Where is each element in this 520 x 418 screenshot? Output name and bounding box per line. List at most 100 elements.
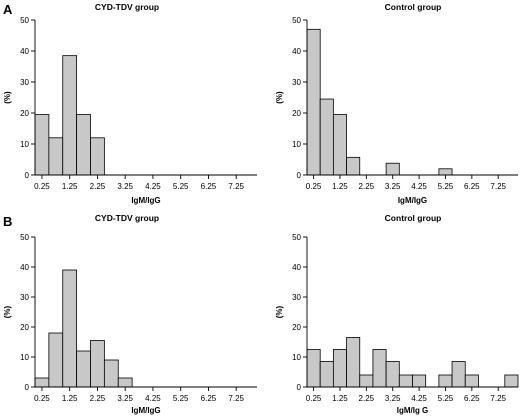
chart-2-x-tick-label: 0.25 bbox=[306, 182, 322, 191]
chart-4-x-tick-label: 3.25 bbox=[385, 394, 401, 403]
chart-4-bar bbox=[504, 374, 519, 388]
chart-4-bar bbox=[451, 361, 466, 388]
chart-4-y-tick-label: 0 bbox=[297, 383, 302, 392]
chart-1-y-tick-label: 40 bbox=[20, 47, 29, 56]
chart-4-title: Control group bbox=[385, 213, 442, 223]
panel-letter-b: B bbox=[3, 214, 12, 229]
chart-2-y-axis-label: (%) bbox=[275, 91, 284, 104]
chart-1-bar bbox=[48, 137, 64, 176]
chart-4-x-tick-label: 0.25 bbox=[306, 394, 322, 403]
chart-3-x-tick-label: 5.25 bbox=[173, 394, 189, 403]
chart-4-bar bbox=[385, 361, 400, 388]
chart-2-y-tick-label: 40 bbox=[292, 47, 301, 56]
chart-4-y-tick-label: 40 bbox=[292, 263, 301, 272]
chart-4-x-tick-label: 2.25 bbox=[359, 394, 375, 403]
chart-2-x-tick-label: 2.25 bbox=[359, 182, 375, 191]
chart-4-bar bbox=[464, 374, 479, 388]
chart-2-y-tick-label: 30 bbox=[292, 78, 301, 87]
chart-2-x-tick-label: 3.25 bbox=[385, 182, 401, 191]
chart-1-x-tick-label: 5.25 bbox=[173, 182, 189, 191]
chart-1-bar bbox=[90, 137, 105, 176]
chart-4-bar bbox=[412, 374, 427, 388]
chart-4-bar bbox=[359, 374, 374, 388]
chart-3-y-tick-label: 30 bbox=[20, 293, 29, 302]
panel-letter-a: A bbox=[3, 2, 13, 17]
chart-4-x-tick-label: 6.25 bbox=[464, 394, 480, 403]
chart-1-bar bbox=[62, 55, 78, 176]
chart-3-x-tick-label: 3.25 bbox=[117, 394, 133, 403]
chart-3-y-tick-label: 0 bbox=[25, 383, 30, 392]
chart-2-y-tick-label: 20 bbox=[292, 109, 301, 118]
chart-1-x-tick-label: 7.25 bbox=[228, 182, 244, 191]
chart-3-x-axis-label: IgM/IgG bbox=[131, 406, 160, 415]
chart-1-x-tick-label: 0.25 bbox=[34, 182, 50, 191]
chart-3-x-tick-label: 0.25 bbox=[34, 394, 50, 403]
chart-1-y-tick-label: 20 bbox=[20, 109, 29, 118]
chart-2-bar bbox=[346, 156, 361, 176]
chart-4-y-tick-label: 20 bbox=[292, 323, 301, 332]
chart-3-x-tick-label: 2.25 bbox=[90, 394, 106, 403]
chart-4-y-tick-label: 50 bbox=[292, 233, 301, 242]
chart-1-y-tick-label: 50 bbox=[20, 16, 29, 25]
chart-1-y-tick-label: 10 bbox=[20, 140, 29, 149]
chart-4-bar bbox=[372, 349, 387, 388]
chart-2-bar bbox=[332, 114, 347, 176]
chart-3-y-tick-label: 20 bbox=[20, 323, 29, 332]
chart-1-x-tick-label: 6.25 bbox=[201, 182, 217, 191]
chart-3-bar bbox=[103, 359, 119, 388]
chart-3-bar bbox=[62, 269, 78, 388]
chart-3-bar bbox=[76, 350, 91, 388]
chart-2-bar bbox=[438, 168, 453, 176]
chart-3-bar bbox=[34, 377, 50, 388]
chart-4-y-axis-label: (%) bbox=[275, 305, 284, 318]
chart-4-bar bbox=[438, 374, 453, 388]
chart-3-bar bbox=[90, 340, 105, 388]
chart-4-x-tick-label: 7.25 bbox=[490, 394, 506, 403]
chart-1-y-tick-label: 30 bbox=[20, 78, 29, 87]
chart-1-x-tick-label: 3.25 bbox=[117, 182, 133, 191]
chart-1-y-axis-label: (%) bbox=[3, 91, 12, 104]
chart-3-y-tick-label: 40 bbox=[20, 263, 29, 272]
chart-1-bar bbox=[34, 114, 50, 176]
chart-4-bar bbox=[398, 374, 413, 388]
chart-3-y-tick-label: 50 bbox=[20, 233, 29, 242]
chart-1-title: CYD-TDV group bbox=[95, 2, 159, 12]
chart-2-x-axis-label: IgM/IgG bbox=[398, 196, 427, 205]
chart-2-bar bbox=[306, 28, 321, 176]
chart-2-y-tick-label: 50 bbox=[292, 16, 301, 25]
chart-4-bar bbox=[346, 337, 361, 388]
chart-4-x-tick-label: 4.25 bbox=[411, 394, 427, 403]
chart-1-x-tick-label: 2.25 bbox=[90, 182, 106, 191]
chart-4-bar bbox=[306, 349, 321, 388]
chart-2-bar bbox=[385, 162, 400, 176]
chart-3-x-tick-label: 4.25 bbox=[145, 394, 161, 403]
chart-2-x-tick-label: 4.25 bbox=[411, 182, 427, 191]
chart-1-x-tick-label: 4.25 bbox=[145, 182, 161, 191]
chart-4-x-tick-label: 1.25 bbox=[332, 394, 348, 403]
chart-2-x-tick-label: 5.25 bbox=[438, 182, 454, 191]
chart-1-bar bbox=[76, 114, 91, 176]
chart-4-y-tick-label: 30 bbox=[292, 293, 301, 302]
chart-1-y-tick-label: 0 bbox=[25, 171, 30, 180]
chart-1-x-tick-label: 1.25 bbox=[62, 182, 78, 191]
chart-3-x-tick-label: 6.25 bbox=[201, 394, 217, 403]
chart-4-bar bbox=[319, 361, 334, 388]
chart-3-y-axis-label: (%) bbox=[3, 305, 12, 318]
chart-3-y-tick-label: 10 bbox=[20, 353, 29, 362]
chart-3-bar bbox=[48, 332, 64, 388]
chart-4-x-axis-label: IgM/Ig G bbox=[397, 406, 429, 415]
chart-2-x-tick-label: 6.25 bbox=[464, 182, 480, 191]
chart-1-x-axis-label: IgM/IgG bbox=[131, 196, 160, 205]
chart-2-x-tick-label: 7.25 bbox=[490, 182, 506, 191]
chart-3-title: CYD-TDV group bbox=[95, 213, 159, 223]
chart-4-y-tick-label: 10 bbox=[292, 353, 301, 362]
chart-2-y-tick-label: 0 bbox=[297, 171, 302, 180]
chart-4-x-tick-label: 5.25 bbox=[438, 394, 454, 403]
chart-3-bar bbox=[117, 377, 133, 388]
chart-2-x-tick-label: 1.25 bbox=[332, 182, 348, 191]
chart-3-x-tick-label: 1.25 bbox=[62, 394, 78, 403]
chart-2-y-tick-label: 10 bbox=[292, 140, 301, 149]
chart-4-bar bbox=[332, 349, 347, 388]
chart-2-title: Control group bbox=[385, 2, 442, 12]
